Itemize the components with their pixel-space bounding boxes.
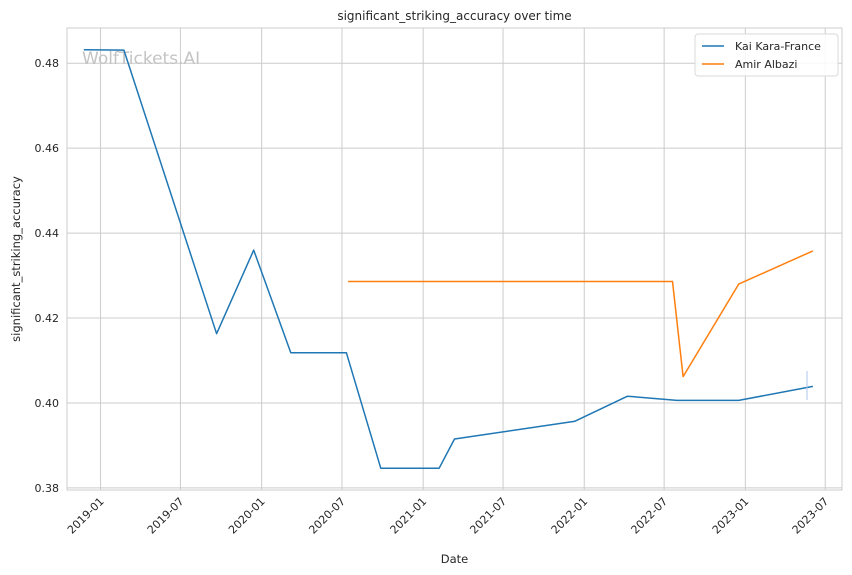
series-line-kai-kara-france (83, 48, 814, 470)
y-tick-label: 0.44 (35, 227, 60, 240)
x-tick-label: 2019-07 (145, 495, 187, 537)
x-tick-label: 2020-01 (226, 495, 268, 537)
x-tick-label: 2023-01 (710, 495, 752, 537)
plot-area (67, 28, 842, 490)
y-tick-label: 0.48 (35, 57, 60, 70)
y-tick-label: 0.40 (35, 397, 60, 410)
x-axis: 2019-01 2019-07 2020-01 2020-07 2021-01 2021-… (65, 495, 831, 537)
x-tick-label: 2022-01 (549, 495, 591, 537)
y-tick-label: 0.46 (35, 142, 60, 155)
legend-box (694, 33, 839, 77)
x-tick-label: 2022-07 (629, 495, 671, 537)
x-axis-label: Date (441, 552, 469, 566)
watermark: WolfTickets.AI (82, 49, 200, 69)
grid (67, 28, 842, 490)
plot-frame (66, 27, 843, 491)
y-tick-label: 0.42 (35, 312, 60, 325)
legend: Kai Kara-France Amir Albazi (694, 33, 839, 77)
x-tick-label: 2021-01 (388, 495, 430, 537)
chart-title: significant_striking_accuracy over time (337, 9, 571, 23)
x-tick-label: 2020-07 (306, 495, 348, 537)
y-axis-label: significant_striking_accuracy (9, 176, 23, 342)
y-axis: 0.38 0.40 0.42 0.44 0.46 0.48 (35, 57, 60, 495)
y-tick-label: 0.38 (35, 482, 60, 495)
legend-label: Kai Kara-France (735, 40, 821, 53)
x-tick-label: 2021-07 (467, 495, 509, 537)
x-tick-label: 2023-07 (790, 495, 832, 537)
series-lines (83, 48, 814, 470)
x-tick-label: 2019-01 (65, 495, 107, 537)
series-line-amir-albazi (348, 250, 814, 378)
legend-label: Amir Albazi (735, 58, 797, 71)
